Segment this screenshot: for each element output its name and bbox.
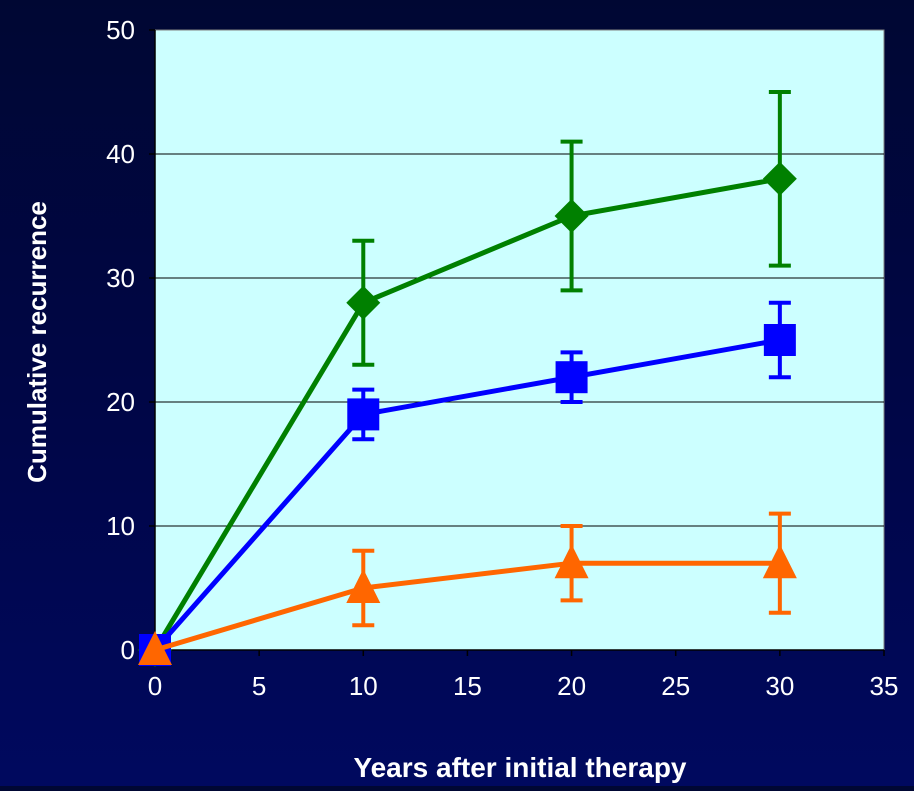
series-green-line — [152, 176, 781, 652]
y-tick-label-10: 10 — [106, 511, 135, 541]
x-tick-label-10: 10 — [349, 671, 378, 701]
x-tick-label-0: 0 — [148, 671, 162, 701]
series-green-point — [554, 199, 589, 233]
plot-area — [154, 29, 885, 651]
series-green-point — [346, 285, 381, 320]
x-tick-label-15: 15 — [453, 671, 482, 701]
series-blue-point — [555, 361, 588, 394]
series-orange — [138, 511, 797, 665]
series-green-point — [762, 161, 797, 196]
series-blue-point — [347, 398, 380, 431]
series-orange-point — [138, 631, 172, 665]
y-tick-label-20: 20 — [106, 387, 135, 417]
y-tick-label-30: 30 — [106, 263, 135, 293]
x-tick-label-20: 20 — [557, 671, 586, 701]
y-tick-label-50: 50 — [106, 15, 135, 45]
gridlines — [155, 153, 884, 527]
x-axis-label: Years after initial therapy — [353, 752, 686, 783]
series-blue-point — [763, 324, 796, 356]
series-orange-point — [554, 544, 589, 579]
series-orange-point — [346, 569, 381, 603]
y-tick-label-0: 0 — [121, 635, 135, 665]
y-tick-label-40: 40 — [106, 139, 135, 169]
labels-group: Years after initial therapy Cumulative r… — [22, 201, 687, 783]
axes: 0 10 20 30 40 50 0 5 10 15 20 25 30 35 — [106, 15, 898, 701]
series-blue-line — [153, 337, 781, 652]
series-group — [138, 90, 797, 667]
x-tick-label-25: 25 — [661, 671, 690, 701]
x-tick-label-35: 35 — [870, 671, 899, 701]
y-axis-label: Cumulative recurrence — [22, 201, 52, 483]
series-orange-point — [762, 544, 797, 579]
x-tick-label-5: 5 — [252, 671, 266, 701]
series-orange-line — [154, 560, 780, 653]
x-tick-label-30: 30 — [765, 671, 794, 701]
